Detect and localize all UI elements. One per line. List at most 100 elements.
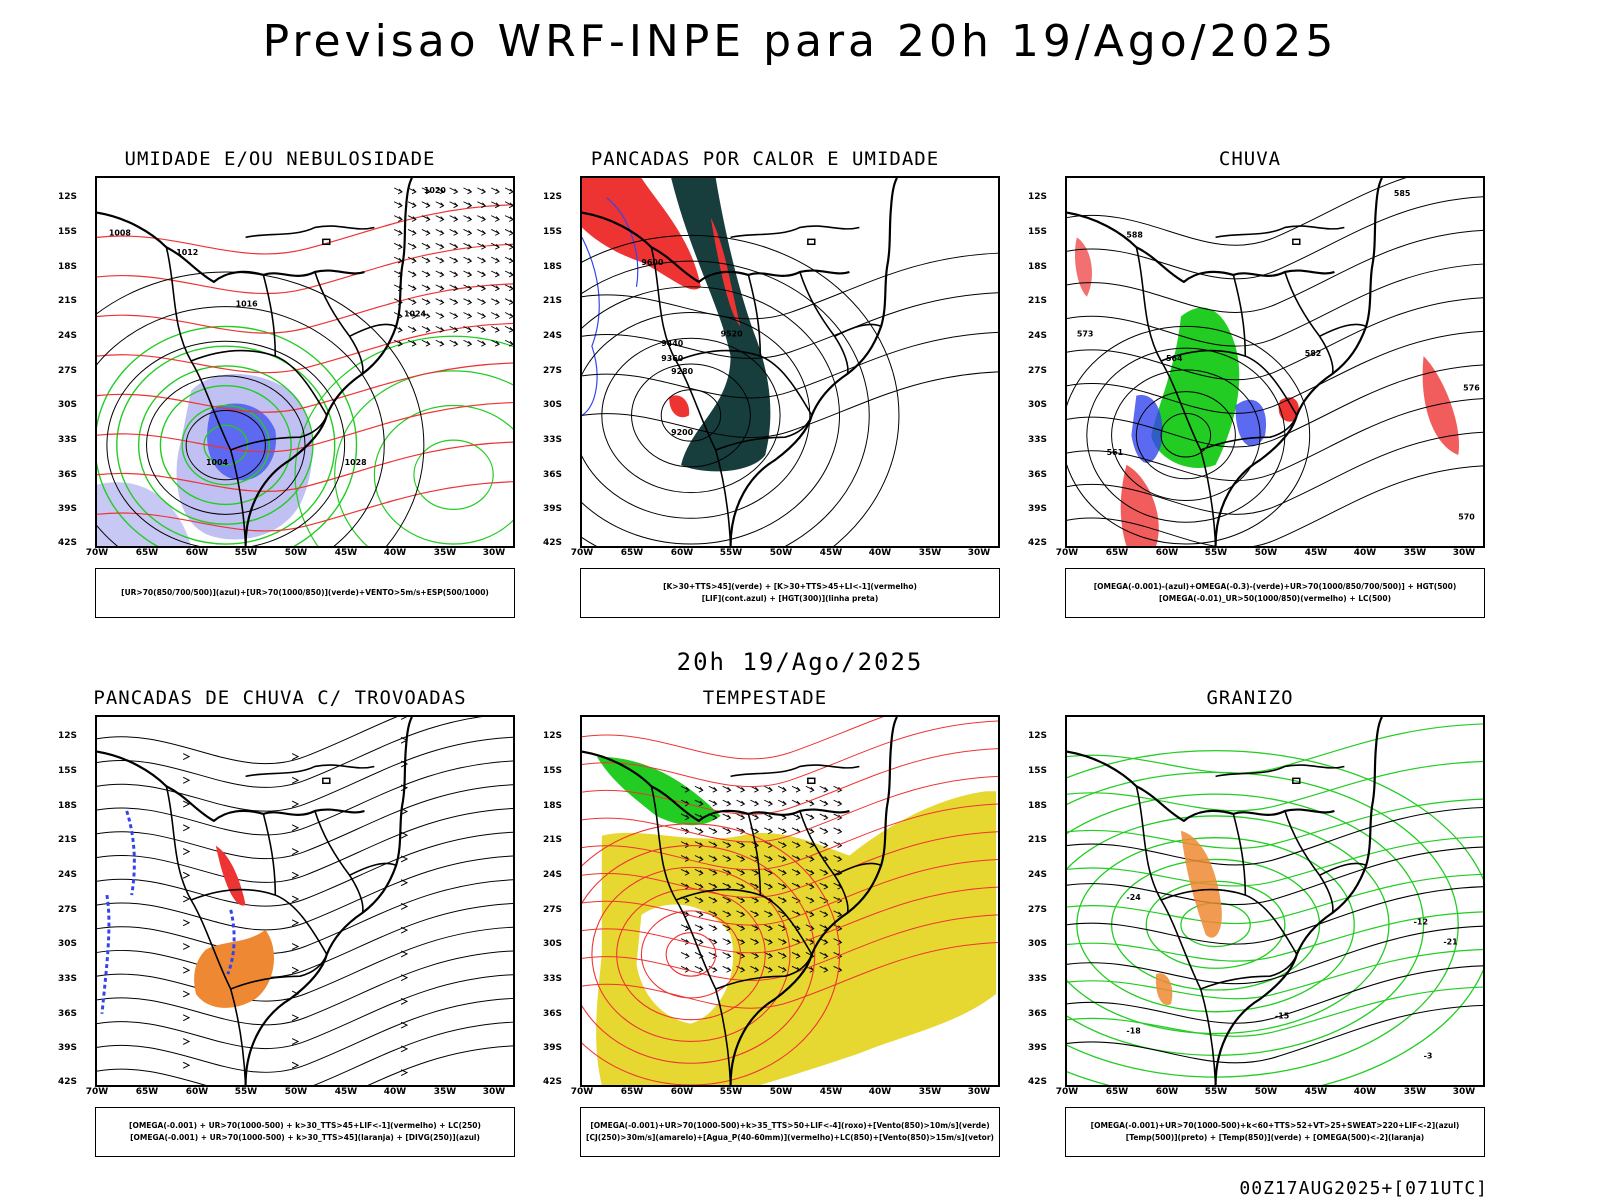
wind-vector [477, 339, 487, 347]
forecast-map: 9520 9600 9440 9360 9280 9200 [580, 176, 1000, 548]
lat-tick-label: 42S [58, 1077, 78, 1087]
streamlines-250-line [97, 717, 483, 788]
state-border [1135, 247, 1217, 546]
lon-tick-label: 30W [967, 1087, 991, 1097]
wind-vector [722, 827, 732, 835]
lc500-contours [1067, 325, 1311, 545]
lat-tick-label: 39S [58, 504, 78, 514]
temp500-lines-line [1067, 806, 1483, 866]
state-border [799, 810, 849, 914]
streamline-arrow [400, 1021, 409, 1029]
lat-tick-label: 18S [543, 262, 563, 272]
hgt300-contours-line [582, 234, 900, 546]
lif-contour [606, 197, 639, 287]
state-border [349, 323, 397, 337]
wind-vector [421, 312, 431, 319]
wind-vector [504, 312, 513, 319]
forecast-panel: TEMPESTADE 12S 15S 18S 21S 24S 27S 30S 33S 36S 39S… [535, 687, 1000, 1167]
state-border [245, 764, 375, 778]
wind-vector [805, 785, 815, 793]
state-border [314, 810, 364, 914]
wind-vector [393, 229, 403, 236]
wind-vector [463, 229, 473, 236]
lon-tick-label: 30W [967, 548, 991, 558]
lat-tick-label: 27S [1028, 366, 1048, 376]
lat-tick-label: 15S [1028, 227, 1048, 237]
wind-vector [435, 229, 445, 236]
wind-vector [833, 924, 843, 932]
wind-vector [504, 325, 513, 333]
wind-vector [805, 896, 815, 904]
lat-tick-label: 42S [1028, 1077, 1048, 1087]
wind-vector [435, 215, 445, 222]
wind-vector [819, 785, 829, 793]
humid-omega-area [1278, 397, 1299, 422]
lon-tick-label: 40W [1353, 1087, 1377, 1097]
wind-vector [435, 187, 445, 195]
wind-vector [421, 215, 431, 222]
wind-vector [777, 896, 787, 904]
streamline-arrow [182, 848, 191, 855]
lat-tick-label: 39S [58, 1043, 78, 1053]
wind-vector [777, 952, 787, 959]
wind-vector [477, 229, 487, 236]
lat-tick-label: 30S [1028, 400, 1048, 410]
lat-tick-label: 36S [58, 470, 78, 480]
wind-vector [449, 229, 459, 236]
wind-vector [504, 187, 513, 195]
map-borders [582, 178, 898, 546]
lif-contour [582, 237, 600, 416]
state-border [165, 786, 247, 1085]
contour-label: 1024 [404, 309, 427, 318]
streamline-arrow [291, 776, 300, 784]
lake-mark [1292, 238, 1301, 246]
thickness-lines-line [97, 481, 513, 532]
lon-tick-label: 45W [334, 1087, 358, 1097]
wind-vector [477, 187, 487, 195]
lc500-contours-line [1135, 391, 1236, 480]
forecast-map [95, 715, 515, 1087]
wind-vector [750, 813, 760, 821]
streamlines-250-line [97, 717, 398, 765]
lat-tick-label: 21S [1028, 296, 1048, 306]
omega-area [1131, 395, 1163, 464]
temp850-lines-line [1067, 948, 1483, 1000]
wind-vector [491, 298, 500, 306]
pressure-isobars-line [97, 271, 425, 546]
hgt300-lines-line [582, 371, 998, 439]
wind-vector [708, 924, 718, 932]
lake-mark [1292, 777, 1301, 785]
wind-vector [491, 256, 500, 264]
wind-vector [407, 215, 417, 222]
lat-tick-label: 24S [543, 331, 563, 341]
forecast-panel: UMIDADE E/OU NEBULOSIDADE 12S 15S 18S 21S 24S… [50, 148, 515, 628]
wind-vector [463, 242, 473, 250]
lat-tick-label: 12S [543, 731, 563, 741]
wind-vector [504, 270, 513, 278]
humidity-east-contours-line [413, 439, 494, 510]
coastline [1067, 211, 1335, 284]
wind-vector [694, 827, 704, 835]
wind-vector [750, 938, 760, 945]
coastline [729, 178, 898, 546]
mid-title: 20h 19/Ago/2025 [676, 648, 924, 676]
contour-label: -24 [1126, 893, 1141, 902]
wind-vector [435, 284, 445, 292]
lon-tick-label: 65W [620, 1087, 644, 1097]
clear-area [636, 904, 734, 1024]
lon-tick-label: 40W [868, 548, 892, 558]
hgt500-lines-line [1067, 330, 1483, 414]
streamline-arrow [400, 1045, 409, 1053]
wind-vector [463, 325, 473, 333]
wind-vector [477, 256, 487, 264]
wind-vector [421, 256, 431, 264]
wind-vector [819, 799, 829, 807]
wind-vector [393, 201, 403, 209]
state-border [1215, 764, 1345, 778]
lat-tick-label: 21S [1028, 835, 1048, 845]
lat-tick-label: 33S [1028, 974, 1048, 984]
wind-vector [736, 855, 746, 862]
lake-mark [807, 238, 816, 246]
lon-tick-label: 50W [769, 1087, 793, 1097]
wind-vector [833, 799, 843, 807]
